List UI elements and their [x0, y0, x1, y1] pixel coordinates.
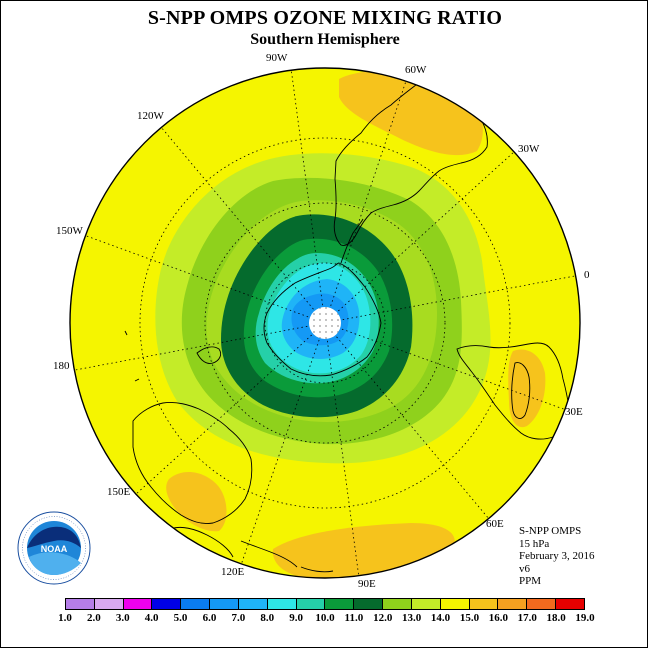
colorbar-tick-label: 10.0 [315, 612, 335, 624]
colorbar-tick-label: 3.0 [115, 612, 130, 624]
colorbar [65, 598, 585, 610]
lon-label-150w: 150W [56, 225, 83, 237]
noaa-logo: NOAA [17, 511, 91, 585]
max-patch-australia [166, 472, 227, 532]
lon-label-120w: 120W [137, 110, 164, 122]
colorbar-tick-label: 13.0 [402, 612, 422, 624]
lon-label-60w: 60W [405, 64, 427, 76]
colorbar-cell [383, 599, 412, 609]
colorbar-tick-label: 15.0 [459, 612, 480, 624]
info-units: PPM [519, 575, 542, 587]
colorbar-cell [296, 599, 326, 609]
noaa-logo-text: NOAA [41, 544, 68, 554]
lon-label-120e: 120E [221, 566, 245, 578]
colorbar-cell [556, 599, 584, 609]
colorbar-tick-label: 5.0 [173, 612, 188, 624]
colorbar-cell [94, 599, 124, 609]
colorbar-cell [498, 599, 528, 609]
colorbar-cell [325, 599, 355, 609]
colorbar-tick-label: 7.0 [231, 612, 246, 624]
colorbar-tick-label: 19.0 [575, 612, 595, 624]
colorbar-cell [411, 599, 441, 609]
colorbar-tick-label: 9.0 [289, 612, 303, 624]
lon-label-30w: 30W [518, 143, 540, 155]
info-level: 15 hPa [519, 537, 550, 550]
info-instrument: S-NPP OMPS [519, 525, 582, 537]
map-title: S-NPP OMPS OZONE MIXING RATIO [147, 7, 503, 29]
colorbar-cell [181, 599, 211, 609]
colorbar-tick-label: 17.0 [517, 612, 537, 624]
lon-label-150e: 150E [107, 486, 131, 498]
colorbar-cell [66, 599, 95, 609]
colorbar-tick-label: 2.0 [87, 612, 101, 624]
map-subtitle: Southern Hemisphere [250, 31, 400, 48]
info-date: February 3, 2016 [519, 550, 595, 562]
graticule [70, 68, 580, 578]
colorbar-tick-label: 12.0 [373, 612, 393, 624]
colorbar-cell [527, 599, 557, 609]
lon-label-0: 0 [584, 269, 590, 281]
colorbar-cell [440, 599, 470, 609]
lon-label-90w: 90W [266, 52, 288, 64]
colorbar-cell [238, 599, 268, 609]
lon-label-180: 180 [53, 360, 70, 372]
colorbar-tick-label: 8.0 [260, 612, 275, 624]
lon-label-60e: 60E [486, 518, 504, 530]
colorbar-cell [267, 599, 297, 609]
lon-label-30e: 30E [565, 406, 583, 418]
info-version: v6 [519, 562, 530, 575]
colorbar-cell [123, 599, 153, 609]
info-block: S-NPP OMPS 15 hPa February 3, 2016 v6 PP… [519, 525, 594, 588]
colorbar-tick-label: 11.0 [344, 612, 364, 624]
colorbar-cell [354, 599, 384, 609]
colorbar-tick-label: 4.0 [144, 612, 159, 624]
colorbar-cell [210, 599, 239, 609]
colorbar-tick-label: 14.0 [430, 612, 451, 624]
lon-label-90e: 90E [358, 578, 376, 590]
max-patch-indian [508, 349, 546, 428]
ozone-field [70, 68, 580, 578]
colorbar-tick-label: 6.0 [202, 612, 217, 624]
colorbar-tick-label: 18.0 [546, 612, 566, 624]
colorbar-cell [152, 599, 182, 609]
colorbar-tick-label: 16.0 [488, 612, 508, 624]
colorbar-tick-label: 1.0 [58, 612, 72, 624]
map-border [69, 67, 581, 579]
colorbar-cell [469, 599, 499, 609]
